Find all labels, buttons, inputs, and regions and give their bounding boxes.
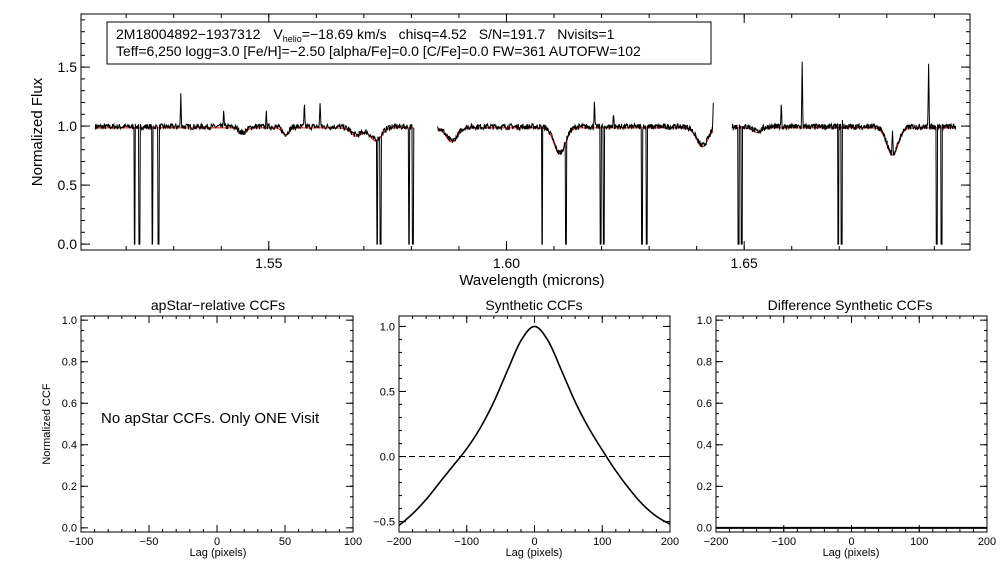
y-tick-label: 0.2 xyxy=(697,481,712,493)
apstar-ccf-title: apStar−relative CCFs xyxy=(151,297,285,313)
y-tick-label: 1.0 xyxy=(697,315,712,327)
x-tick-label: 200 xyxy=(661,536,679,548)
x-tick-label: −200 xyxy=(387,536,412,548)
apstar-ccf-x-label: Lag (pixels) xyxy=(190,547,247,559)
y-tick-label: 0.0 xyxy=(697,523,712,535)
x-tick-label: 100 xyxy=(910,536,928,548)
difference-ccf-panel: Difference Synthetic CCFs −200 −100 0 100 20… xyxy=(697,297,996,559)
y-tick-label: 0.4 xyxy=(62,440,77,452)
difference-ccf-x-label: Lag (pixels) xyxy=(823,547,880,559)
y-tick-label: 0.0 xyxy=(380,451,395,463)
synthetic-ccf-x-label: Lag (pixels) xyxy=(506,547,563,559)
x-tick-label: −50 xyxy=(140,536,159,548)
apstar-ccf-ticks: −100 −50 0 50 100 0.0 0.2 0.4 0.6 0.8 1.0 xyxy=(62,315,362,548)
nvisits-value: Nvisits=1 xyxy=(557,26,614,42)
y-tick-label: 1.0 xyxy=(380,321,395,333)
y-tick-label: 0.5 xyxy=(58,177,78,193)
x-tick-label: −200 xyxy=(704,536,729,548)
synthetic-ccf-ticks: −200 −100 0 100 200 −0.5 0.0 0.5 1.0 xyxy=(373,316,679,548)
x-tick-label: 0 xyxy=(531,536,537,548)
spectrum-plot-area xyxy=(94,61,957,245)
spectrum-frame xyxy=(80,13,971,251)
info-box xyxy=(106,21,712,65)
synthetic-ccf-plot-area xyxy=(398,325,671,527)
x-tick-label: 1.55 xyxy=(255,255,282,271)
spectrum-ticks: 1.55 1.60 1.65 0.0 0.5 1.0 1.5 xyxy=(58,14,970,271)
x-tick-label: 1.60 xyxy=(493,255,520,271)
y-tick-label: 0.2 xyxy=(62,481,77,493)
x-tick-label: −100 xyxy=(454,536,479,548)
y-tick-label: 0.6 xyxy=(697,398,712,410)
x-tick-label: 0 xyxy=(214,536,220,548)
observed-spectrum-line xyxy=(437,101,714,245)
apstar-ccf-y-label: Normalized CCF xyxy=(41,383,53,465)
x-tick-label: 1.65 xyxy=(731,255,758,271)
info-line-1: 2M18004892−1937312 Vhelio=−18.69 km/s chis… xyxy=(116,26,615,44)
y-tick-label: 0.5 xyxy=(380,386,395,398)
no-ccf-message: No apStar CCFs. Only ONE Visit xyxy=(101,410,320,427)
y-tick-label: 1.5 xyxy=(58,59,78,75)
x-tick-label: −100 xyxy=(69,536,94,548)
x-tick-label: −100 xyxy=(771,536,796,548)
y-tick-label: 0.6 xyxy=(62,398,77,410)
spectrum-y-label: Normalized Flux xyxy=(29,77,46,186)
x-tick-label: 100 xyxy=(593,536,611,548)
vhelio-prefix: V xyxy=(273,26,283,42)
y-tick-label: 0.4 xyxy=(697,440,712,452)
chisq-value: chisq=4.52 xyxy=(399,26,467,42)
y-tick-label: 0.0 xyxy=(58,236,78,252)
spectrum-panel: 1.55 1.60 1.65 0.0 0.5 1.0 1.5 2M18004892−1937… xyxy=(29,13,971,289)
apstar-ccf-panel: apStar−relative CCFs −100 −50 0 50 100 0.0 0.2… xyxy=(41,297,362,559)
difference-ccf-title: Difference Synthetic CCFs xyxy=(768,297,933,313)
star-id: 2M18004892−1937312 xyxy=(116,26,261,42)
y-tick-label: 0.8 xyxy=(697,357,712,369)
y-tick-label: 1.0 xyxy=(58,118,78,134)
difference-ccf-ticks: −200 −100 0 100 200 0.0 0.2 0.4 0.6 0.8 1.0 xyxy=(697,315,996,548)
y-tick-label: 0.0 xyxy=(62,523,77,535)
y-tick-label: 0.8 xyxy=(62,357,77,369)
x-tick-label: 200 xyxy=(978,536,996,548)
y-tick-label: −0.5 xyxy=(373,516,395,528)
synthetic-ccf-curve xyxy=(398,325,671,527)
x-tick-label: 100 xyxy=(344,536,362,548)
vhelio-subscript: helio xyxy=(283,34,302,44)
info-line-2: Teff=6,250 logg=3.0 [Fe/H]=−2.50 [alpha/… xyxy=(116,43,641,59)
snr-value: S/N=191.7 xyxy=(479,26,546,42)
observed-spectrum-line xyxy=(94,93,415,245)
vhelio-value: =−18.69 km/s xyxy=(302,26,387,42)
synthetic-ccf-panel: Synthetic CCFs −200 −100 0 100 200 −0.5 0.0 0.5… xyxy=(373,297,679,559)
observed-spectrum-line xyxy=(731,61,957,245)
spectrum-x-label: Wavelength (microns) xyxy=(459,272,604,289)
x-tick-label: 0 xyxy=(848,536,854,548)
x-tick-label: 50 xyxy=(279,536,291,548)
y-tick-label: 1.0 xyxy=(62,315,77,327)
synthetic-ccf-title: Synthetic CCFs xyxy=(485,297,582,313)
